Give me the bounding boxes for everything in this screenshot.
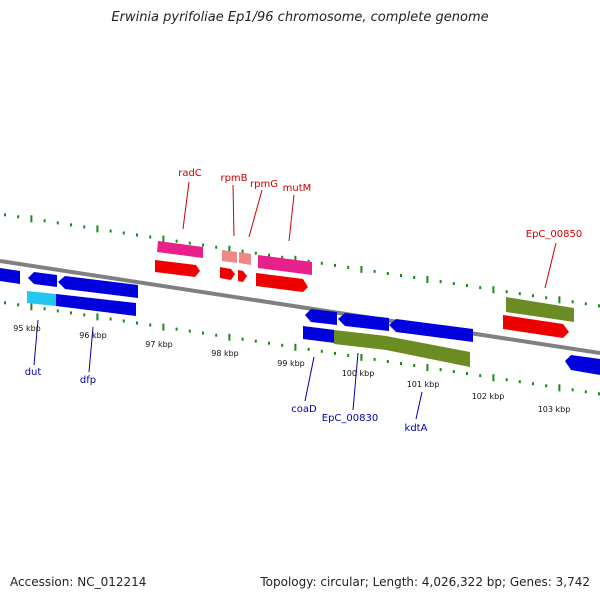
label-dfp: dfp	[80, 375, 96, 386]
gene-coaD-upper[interactable]	[305, 309, 337, 325]
gene-mutM[interactable]	[258, 255, 312, 275]
kbp-label: 99 kbp	[277, 359, 305, 368]
label-rpmG: rpmG	[250, 179, 278, 190]
kbp-label: 98 kbp	[211, 349, 239, 358]
top-label-leaders	[182, 181, 557, 289]
gene-left-partial[interactable]	[0, 268, 20, 284]
gene-rpmG-cds[interactable]	[238, 270, 247, 282]
label-mutM: mutM	[283, 183, 312, 194]
bottom-label-leaders	[33, 319, 423, 420]
gene-features-top	[155, 241, 574, 338]
gene-EpC_00850[interactable]	[506, 297, 574, 322]
gene-rpmB-cds[interactable]	[220, 267, 235, 280]
kbp-label: 101 kbp	[407, 380, 440, 389]
label-dut: dut	[25, 367, 42, 378]
kbp-label: 102 kbp	[472, 392, 505, 401]
bottom-tick-row	[4, 301, 600, 396]
kbp-label: 103 kbp	[538, 405, 571, 414]
gene-EpC_00830[interactable]	[334, 330, 386, 350]
gene-dfp[interactable]	[56, 294, 136, 316]
gene-dut[interactable]	[27, 291, 56, 306]
top-tick-row	[4, 213, 600, 308]
gene-features-bottom	[0, 268, 600, 375]
figure-title: Erwinia pyrifoliae Ep1/96 chromosome, co…	[111, 10, 489, 25]
label-coaD: coaD	[291, 404, 317, 415]
kbp-label: 95 kbp	[13, 324, 41, 333]
label-radC: radC	[178, 168, 202, 179]
gene-EpC_00830-upper[interactable]	[338, 313, 389, 331]
kbp-scale-labels: 95 kbp 96 kbp 97 kbp 98 kbp 99 kbp 100 k…	[13, 324, 570, 414]
label-EpC_00830: EpC_00830	[322, 413, 378, 424]
gene-radC[interactable]	[157, 241, 203, 258]
gene-kdtA[interactable]	[386, 336, 470, 367]
kbp-label: 96 kbp	[79, 331, 107, 340]
kbp-label: 100 kbp	[342, 369, 375, 378]
gene-radC-cds[interactable]	[155, 260, 200, 277]
gene-right-partial[interactable]	[565, 355, 600, 375]
gene-coaD[interactable]	[303, 326, 335, 343]
top-gene-labels: radC rpmB rpmG mutM EpC_00850	[178, 168, 582, 240]
label-EpC_00850: EpC_00850	[526, 229, 582, 240]
gene-kdtA-upper[interactable]	[389, 319, 473, 342]
kbp-label: 97 kbp	[145, 340, 173, 349]
gene-rpmG[interactable]	[239, 252, 251, 265]
bottom-gene-labels: dut dfp coaD EpC_00830 kdtA	[25, 367, 428, 434]
chromosome-backbone	[0, 259, 600, 355]
label-rpmB: rpmB	[220, 173, 247, 184]
gene-dut-upper[interactable]	[28, 272, 57, 287]
label-kdtA: kdtA	[405, 423, 428, 434]
accession-label: Accession: NC_012214	[10, 575, 147, 589]
gene-EpC_00850-cds[interactable]	[503, 315, 569, 338]
genome-summary: Topology: circular; Length: 4,026,322 bp…	[260, 575, 590, 589]
gene-rpmB[interactable]	[222, 250, 237, 263]
gene-mutM-cds[interactable]	[256, 273, 308, 292]
gene-dfp-upper[interactable]	[58, 276, 138, 298]
